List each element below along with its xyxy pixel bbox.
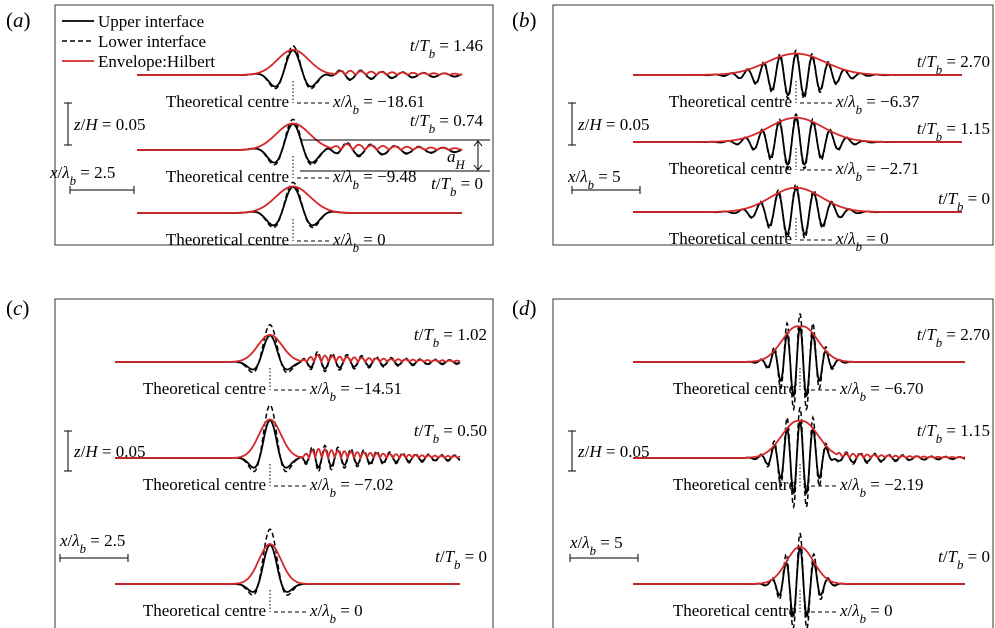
panel-c: (c) t/Tb = 1.02 Theoretical centre x/λb = … — [0, 296, 495, 628]
envelope-line-c-2 — [115, 543, 460, 585]
upper-interface-line-c-1 — [115, 419, 461, 469]
chart-panel-b: t/Tb = 2.70 Theoretical centre x/λb = −6.3… — [552, 4, 994, 254]
legend-upper-label: Upper interface — [98, 12, 204, 31]
lower-interface-line-c-2 — [115, 528, 460, 596]
t-label-d-1: t/Tb = 1.15 — [917, 421, 990, 446]
theoretical-centre-label-a-0: Theoretical centre — [166, 92, 289, 111]
chart-panel-c: t/Tb = 1.02 Theoretical centre x/λb = −14.… — [54, 298, 494, 628]
envelope-line-a-1 — [137, 122, 463, 152]
lower-interface-line-d-0 — [633, 313, 965, 412]
panel-label-c: (c) — [6, 296, 30, 320]
theoretical-centre-label-b-2: Theoretical centre — [669, 229, 792, 248]
x-centre-label-a-0: x/λb = −18.61 — [332, 92, 425, 117]
theoretical-centre-label-c-1: Theoretical centre — [143, 475, 266, 494]
panel-label-b: (b) — [512, 8, 537, 32]
envelope-line-c-0 — [115, 334, 461, 365]
z-scale-label-c: z/H = 0.05 — [73, 442, 145, 461]
lower-interface-line-d-2 — [633, 532, 965, 628]
envelope-line-c-1 — [115, 418, 461, 462]
x-centre-label-c-2: x/λb = 0 — [309, 601, 363, 626]
envelope-line-b-2 — [633, 186, 962, 213]
panel-d: (d) t/Tb = 2.70 Theoretical centre x/λb = … — [500, 296, 995, 628]
t-label-c-2: t/Tb = 0 — [435, 547, 487, 572]
theoretical-centre-label-b-0: Theoretical centre — [669, 92, 792, 111]
theoretical-centre-label-d-2: Theoretical centre — [673, 601, 796, 620]
aH-label: aH — [447, 147, 466, 172]
panel-frame-a — [54, 4, 494, 246]
x-scale-label-d: x/λb = 5 — [569, 533, 623, 558]
x-scale-label-a: x/λb = 2.5 — [49, 163, 115, 188]
t-label-a-1: t/Tb = 0.74 — [410, 111, 484, 136]
theoretical-centre-label-c-2: Theoretical centre — [143, 601, 266, 620]
legend-lower-label: Lower interface — [98, 32, 206, 51]
theoretical-centre-label-b-1: Theoretical centre — [669, 159, 792, 178]
x-scale-label-c: x/λb = 2.5 — [59, 531, 125, 556]
envelope-line-a-2 — [137, 185, 462, 214]
x-centre-label-b-2: x/λb = 0 — [835, 229, 889, 254]
theoretical-centre-label-a-1: Theoretical centre — [166, 167, 289, 186]
panel-frame-b — [552, 4, 994, 246]
chart-panel-a: t/Tb = 1.46 Theoretical centre x/λb = −18.… — [49, 4, 494, 255]
t-label-b-0: t/Tb = 2.70 — [917, 52, 990, 77]
t-label-b-1: t/Tb = 1.15 — [917, 119, 990, 144]
upper-interface-line-c-2 — [115, 543, 460, 593]
theoretical-centre-label-d-1: Theoretical centre — [673, 475, 796, 494]
x-centre-label-d-0: x/λb = −6.70 — [839, 379, 923, 404]
theoretical-centre-label-d-0: Theoretical centre — [673, 379, 796, 398]
lower-interface-line-c-0 — [115, 324, 461, 374]
x-centre-label-a-1: x/λb = −9.48 — [332, 167, 416, 192]
panel-frame-c — [54, 298, 494, 628]
z-scale-label-d: z/H = 0.05 — [577, 442, 649, 461]
panel-label-a: (a) — [6, 8, 31, 32]
panel-a: (a) t/Tb = 1.46 Theoretical centre x/λb = … — [0, 0, 495, 305]
z-scale-label-b: z/H = 0.05 — [577, 115, 649, 134]
envelope-line-d-1 — [633, 420, 966, 460]
envelope-line-a-0 — [137, 48, 463, 77]
panel-label-d: (d) — [512, 296, 537, 320]
envelope-line-d-0 — [633, 325, 965, 363]
legend-envelope-label: Envelope:Hilbert — [98, 52, 215, 71]
upper-interface-line-a-2 — [137, 186, 462, 227]
envelope-line-b-1 — [633, 116, 962, 143]
x-centre-label-d-2: x/λb = 0 — [839, 601, 893, 626]
aH-arrow-head-down — [473, 164, 483, 171]
x-centre-label-b-1: x/λb = −2.71 — [835, 159, 919, 184]
envelope-line-b-0 — [633, 52, 962, 76]
x-centre-label-d-1: x/λb = −2.19 — [839, 475, 923, 500]
t-label-a-2: t/Tb = 0 — [431, 174, 483, 199]
x-centre-label-a-2: x/λb = 0 — [332, 230, 386, 255]
t-label-b-2: t/Tb = 0 — [938, 189, 990, 214]
x-scale-label-b: x/λb = 5 — [567, 167, 621, 192]
t-label-d-2: t/Tb = 0 — [938, 547, 990, 572]
theoretical-centre-label-a-2: Theoretical centre — [166, 230, 289, 249]
panel-frame-d — [552, 298, 994, 628]
x-centre-label-c-0: x/λb = −14.51 — [309, 379, 402, 404]
x-centre-label-b-0: x/λb = −6.37 — [835, 92, 920, 117]
theoretical-centre-label-c-0: Theoretical centre — [143, 379, 266, 398]
t-label-a-0: t/Tb = 1.46 — [410, 36, 483, 61]
x-centre-label-c-1: x/λb = −7.02 — [309, 475, 393, 500]
envelope-line-d-2 — [633, 546, 965, 585]
panel-b: (b) t/Tb = 2.70 Theoretical centre x/λb = … — [500, 0, 995, 305]
t-label-d-0: t/Tb = 2.70 — [917, 325, 990, 350]
t-label-c-0: t/Tb = 1.02 — [414, 325, 487, 350]
z-scale-label-a: z/H = 0.05 — [73, 115, 145, 134]
t-label-c-1: t/Tb = 0.50 — [414, 421, 487, 446]
chart-panel-d: t/Tb = 2.70 Theoretical centre x/λb = −6.7… — [552, 298, 994, 628]
aH-arrow-head-up — [473, 140, 483, 147]
